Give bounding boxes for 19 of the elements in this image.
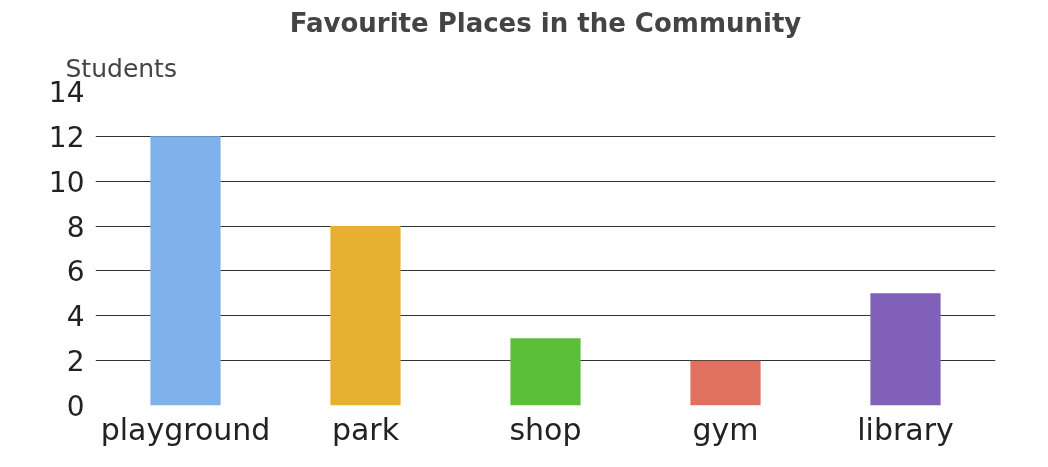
x-tick-label: gym [692, 411, 759, 447]
bar [870, 293, 941, 406]
x-tick-label: library [857, 411, 954, 447]
y-tick-label: 12 [48, 120, 85, 154]
y-tick-label: 8 [66, 210, 85, 244]
bar [690, 360, 761, 406]
bar [510, 338, 581, 406]
x-tick-label: park [331, 411, 400, 447]
chart-title: Favourite Places in the Community [289, 7, 802, 38]
y-tick-label: 6 [66, 255, 85, 289]
x-tick-label: shop [509, 411, 582, 447]
y-tick-label: 2 [66, 345, 85, 379]
y-tick-label: 0 [66, 390, 85, 423]
bar [150, 136, 221, 406]
y-tick-label: 10 [48, 165, 85, 199]
y-tick-label: 4 [66, 300, 85, 334]
x-tick-label: playground [100, 411, 271, 447]
y-tick-label: 14 [48, 76, 85, 109]
bar [330, 226, 401, 406]
